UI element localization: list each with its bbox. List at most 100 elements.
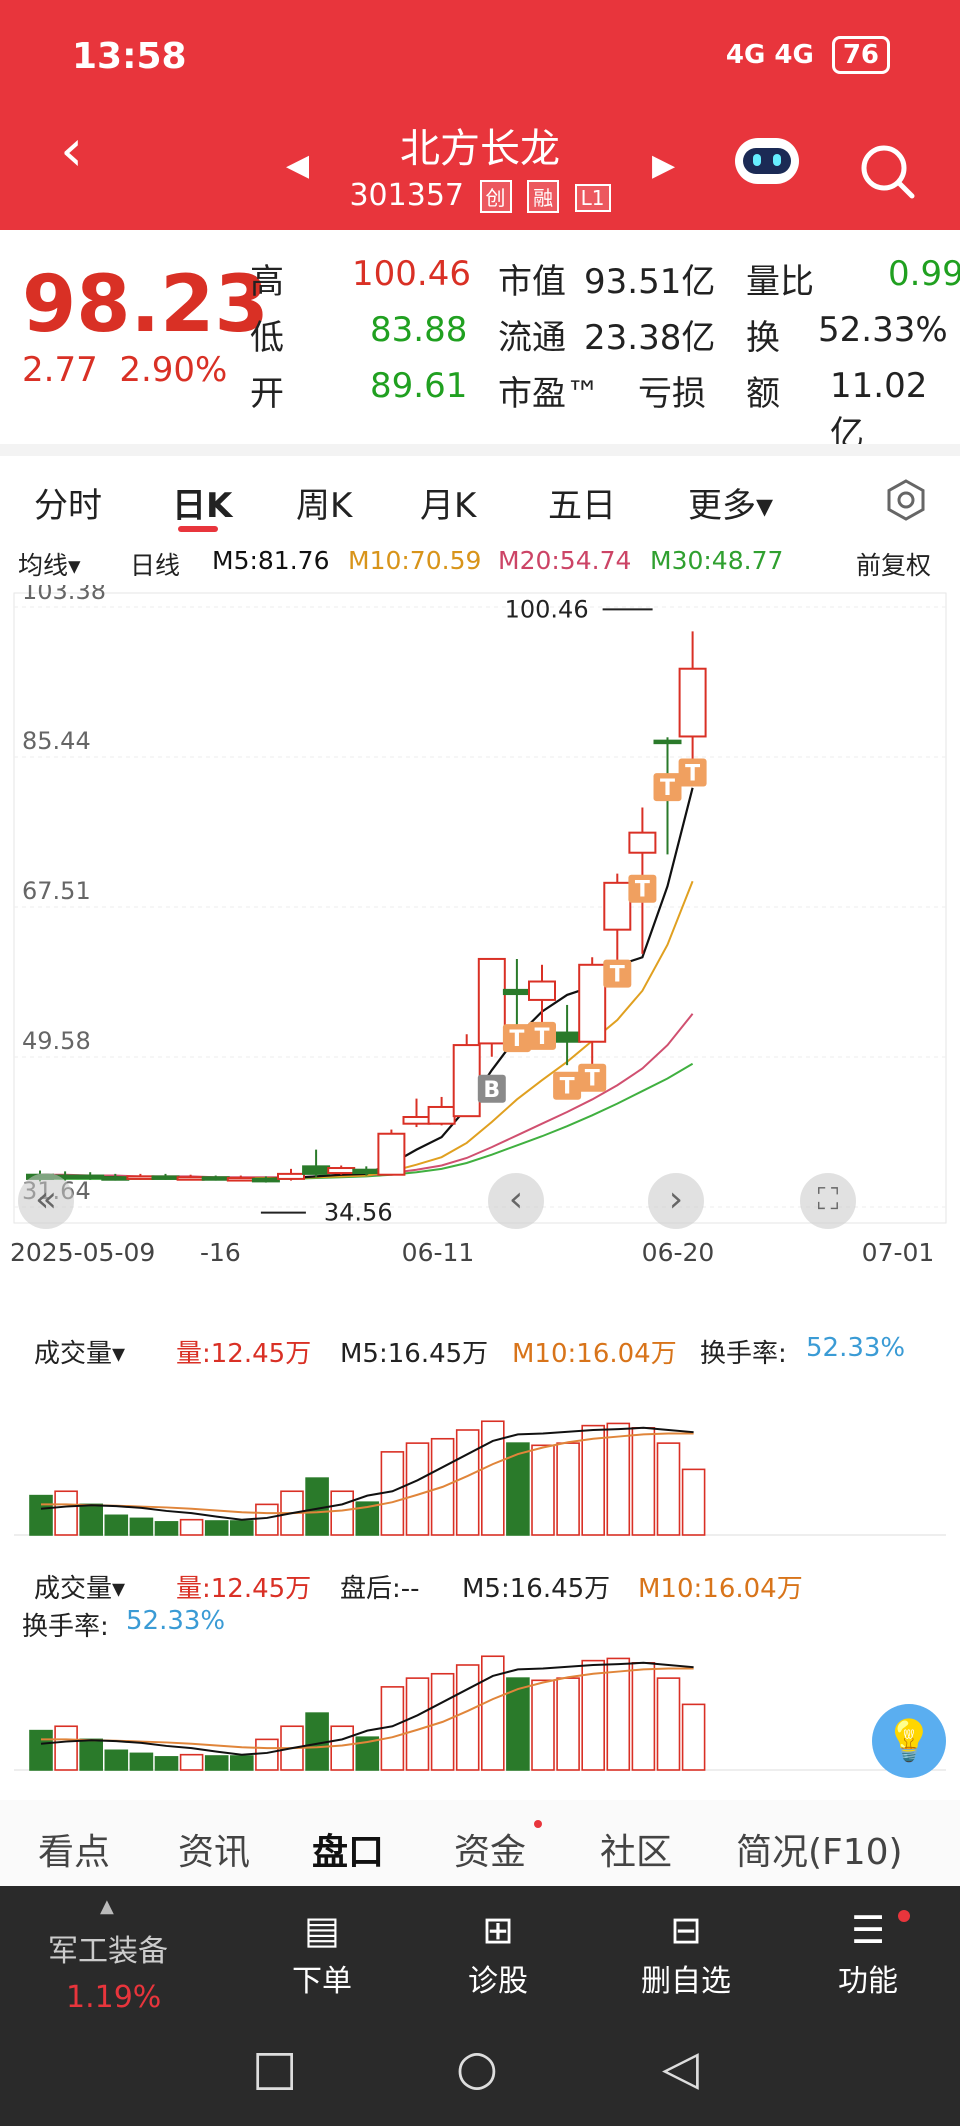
volume-m5: M5:16.45万 xyxy=(340,1339,489,1369)
tab-weekly-k[interactable]: 周K xyxy=(296,486,353,526)
turnover-value: 52.33% xyxy=(818,310,948,350)
system-recents-icon[interactable]: □ xyxy=(252,2040,298,2096)
volume-bar xyxy=(179,1518,204,1536)
amount-label: 额 xyxy=(746,374,780,414)
scroll-right-icon[interactable]: › xyxy=(648,1173,704,1229)
scroll-left-icon[interactable]: ‹ xyxy=(488,1173,544,1229)
tag-level: L1 xyxy=(574,184,611,212)
signal-marker-label: B xyxy=(483,1078,500,1103)
remove-watchlist-icon: ⊟ xyxy=(670,1908,702,1952)
system-back-icon[interactable]: ◁ xyxy=(662,2040,699,2096)
tab-five-day[interactable]: 五日 xyxy=(548,486,616,526)
change-percent: 2.90% xyxy=(119,350,228,390)
tab-news[interactable]: 资讯 xyxy=(178,1832,251,1873)
prev-stock-icon[interactable]: ◀ xyxy=(286,148,310,183)
y-tick-label: 103.38 xyxy=(22,585,106,605)
status-icons: 4G 4G 76 xyxy=(726,36,890,74)
tab-order-book[interactable]: 盘口 xyxy=(312,1832,385,1873)
volume-bar xyxy=(506,1442,530,1536)
expand-up-icon[interactable]: ▲ xyxy=(100,1896,114,1917)
volume-bar xyxy=(129,1517,154,1536)
lightbulb-icon[interactable]: 💡 xyxy=(872,1704,946,1778)
tab-daily-k[interactable]: 日K xyxy=(172,486,233,526)
signal-marker-label: T xyxy=(560,1075,575,1100)
ma-type-selector[interactable]: 均线▾ xyxy=(18,551,81,580)
active-tab-indicator xyxy=(178,526,218,532)
signal-marker-label: T xyxy=(660,776,675,801)
next-stock-icon[interactable]: ▶ xyxy=(652,148,676,183)
candle-body xyxy=(201,1176,230,1181)
candle-body xyxy=(377,1132,406,1176)
signal-marker xyxy=(578,1063,607,1092)
nav-order[interactable]: ▤ 下单 xyxy=(272,1908,372,2000)
ma5-value: M5:81.76 xyxy=(212,546,330,575)
volume-m10: M10:16.04万 xyxy=(512,1339,677,1369)
turnover-label: 换 xyxy=(746,318,780,358)
fullscreen-icon[interactable]: ⛶ xyxy=(800,1173,856,1229)
sector-name[interactable]: 军工装备 xyxy=(48,1934,168,1969)
volume-bar xyxy=(656,1442,681,1536)
volume-bar xyxy=(255,1503,279,1536)
volume-bar xyxy=(355,1736,380,1771)
signal-marker xyxy=(502,1024,531,1053)
tab-more[interactable]: 更多▾ xyxy=(688,486,774,526)
nav-diagnose[interactable]: ⊞ 诊股 xyxy=(448,1908,548,2000)
last-price: 98.23 xyxy=(22,260,269,350)
signal-marker xyxy=(553,1071,582,1100)
sector-change: 1.19% xyxy=(66,1980,162,2015)
volume-bar xyxy=(179,1753,204,1771)
tab-community[interactable]: 社区 xyxy=(600,1832,673,1873)
volume-bar xyxy=(656,1677,681,1771)
volume-bar xyxy=(104,1749,129,1771)
nav-remove-watchlist[interactable]: ⊟ 删自选 xyxy=(626,1908,746,2000)
x-tick-label: -16 xyxy=(200,1238,241,1267)
min-price-label: 34.56 xyxy=(324,1199,393,1227)
ma-period: 日线 xyxy=(130,551,181,580)
volume-bar xyxy=(230,1520,254,1536)
tab-monthly-k[interactable]: 月K xyxy=(420,486,477,526)
candle-body xyxy=(101,1176,130,1181)
volume-bar xyxy=(480,1420,505,1536)
tab-highlights[interactable]: 看点 xyxy=(38,1832,111,1873)
back-icon[interactable]: ‹ xyxy=(60,116,84,184)
battery-indicator: 76 xyxy=(831,36,890,74)
volume-bar xyxy=(581,1424,606,1536)
y-tick-label: 49.58 xyxy=(22,1027,91,1055)
tab-funds[interactable]: 资金 xyxy=(454,1832,527,1873)
nav-diagnose-label: 诊股 xyxy=(468,1964,528,1999)
change-value: 2.77 xyxy=(22,350,98,390)
functions-icon: ☰ xyxy=(850,1908,886,1952)
volume-selector[interactable]: 成交量▾ xyxy=(34,1339,126,1369)
nav-functions-label: 功能 xyxy=(838,1964,898,1999)
volume-bar xyxy=(204,1520,229,1536)
pan-left-icon[interactable]: « xyxy=(18,1173,74,1229)
candle-body xyxy=(302,1165,331,1175)
y-tick-label: 67.51 xyxy=(22,877,91,905)
volratio-label: 量比 xyxy=(746,262,814,302)
volume-bar xyxy=(330,1490,355,1536)
volume-bar xyxy=(54,1725,78,1771)
volume-ma5-line xyxy=(40,1661,694,1756)
high-label: 高 xyxy=(250,262,284,302)
candle-body xyxy=(427,1105,456,1125)
volume-selector-2[interactable]: 成交量▾ xyxy=(34,1574,126,1604)
settings-icon[interactable] xyxy=(884,478,928,522)
ma30-value: M30:48.77 xyxy=(650,546,784,575)
x-tick-label: 06-11 xyxy=(402,1238,475,1267)
adjust-mode[interactable]: 前复权 xyxy=(856,551,932,580)
volume-bar xyxy=(606,1657,631,1771)
system-home-icon[interactable]: ○ xyxy=(456,2040,498,2096)
candlestick-chart[interactable]: 103.3885.4467.5149.5831.64BTTTTTTTT100.4… xyxy=(0,585,960,1285)
high-value: 100.46 xyxy=(352,254,471,294)
search-icon[interactable] xyxy=(858,142,916,200)
signal-marker-label: T xyxy=(685,761,700,786)
tab-profile-f10[interactable]: 简况(F10) xyxy=(736,1832,903,1873)
volume-bar xyxy=(255,1738,279,1771)
candle-body xyxy=(452,1044,481,1118)
after-hours: 盘后:-- xyxy=(340,1574,420,1604)
nav-functions[interactable]: ☰ 功能 xyxy=(818,1908,918,2000)
diagnose-icon: ⊞ xyxy=(482,1908,514,1952)
tab-intraday[interactable]: 分时 xyxy=(34,486,102,526)
open-label: 开 xyxy=(250,374,284,414)
robot-assistant-icon[interactable] xyxy=(735,138,799,184)
